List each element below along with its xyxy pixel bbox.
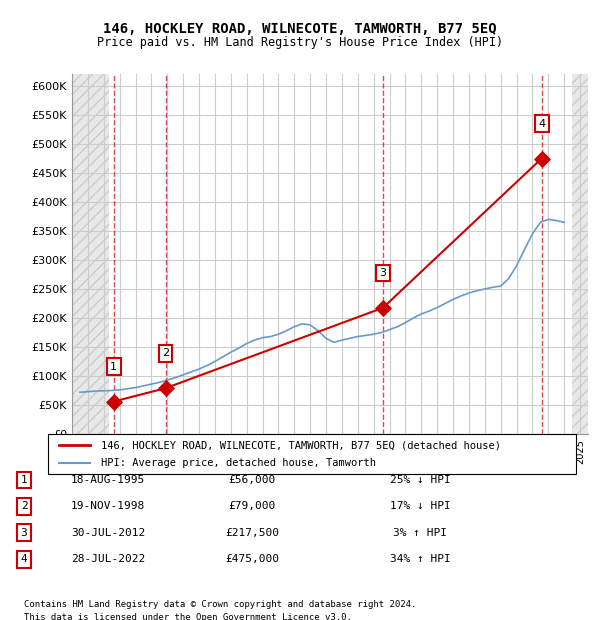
- Text: 146, HOCKLEY ROAD, WILNECOTE, TAMWORTH, B77 5EQ (detached house): 146, HOCKLEY ROAD, WILNECOTE, TAMWORTH, …: [101, 440, 501, 450]
- Text: 19-NOV-1998: 19-NOV-1998: [71, 502, 145, 512]
- Text: £79,000: £79,000: [229, 502, 275, 512]
- Text: HPI: Average price, detached house, Tamworth: HPI: Average price, detached house, Tamw…: [101, 458, 376, 468]
- Text: 28-JUL-2022: 28-JUL-2022: [71, 554, 145, 564]
- Text: 4: 4: [20, 554, 28, 564]
- FancyBboxPatch shape: [48, 434, 576, 474]
- Text: 3% ↑ HPI: 3% ↑ HPI: [393, 528, 447, 538]
- Text: 30-JUL-2012: 30-JUL-2012: [71, 528, 145, 538]
- Text: 1: 1: [110, 361, 117, 372]
- Text: 34% ↑ HPI: 34% ↑ HPI: [389, 554, 451, 564]
- Text: £475,000: £475,000: [225, 554, 279, 564]
- Point: [537, 154, 547, 164]
- Text: 3: 3: [20, 528, 28, 538]
- Point: [378, 303, 388, 313]
- Text: 18-AUG-1995: 18-AUG-1995: [71, 475, 145, 485]
- Text: 17% ↓ HPI: 17% ↓ HPI: [389, 502, 451, 512]
- Text: 2: 2: [162, 348, 169, 358]
- Text: 3: 3: [379, 268, 386, 278]
- Text: This data is licensed under the Open Government Licence v3.0.: This data is licensed under the Open Gov…: [24, 613, 352, 620]
- Text: 2: 2: [20, 502, 28, 512]
- Text: 146, HOCKLEY ROAD, WILNECOTE, TAMWORTH, B77 5EQ: 146, HOCKLEY ROAD, WILNECOTE, TAMWORTH, …: [103, 22, 497, 36]
- Text: 4: 4: [538, 118, 545, 129]
- Text: Contains HM Land Registry data © Crown copyright and database right 2024.: Contains HM Land Registry data © Crown c…: [24, 600, 416, 609]
- Point: [109, 397, 119, 407]
- Text: 25% ↓ HPI: 25% ↓ HPI: [389, 475, 451, 485]
- Text: 1: 1: [20, 475, 28, 485]
- Text: £217,500: £217,500: [225, 528, 279, 538]
- Bar: [72, 74, 109, 434]
- Bar: [572, 74, 588, 434]
- Text: £56,000: £56,000: [229, 475, 275, 485]
- Text: Price paid vs. HM Land Registry's House Price Index (HPI): Price paid vs. HM Land Registry's House …: [97, 36, 503, 49]
- Point: [161, 383, 170, 393]
